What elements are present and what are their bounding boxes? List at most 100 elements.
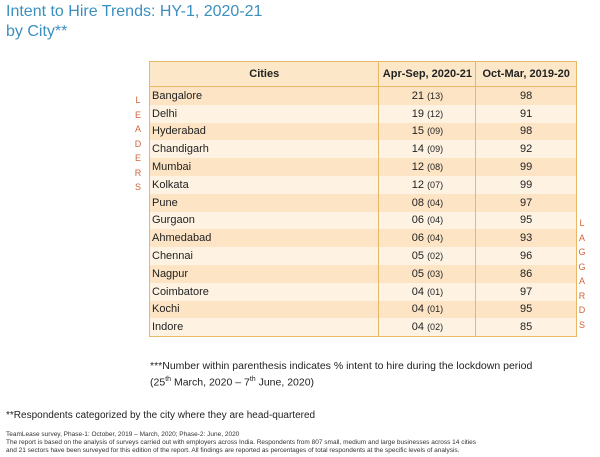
- hy1-value: 12: [411, 178, 424, 191]
- hy1-cell: 06 (04): [378, 211, 477, 230]
- prev-period-cell: 95: [475, 300, 577, 319]
- leaders-letter: E: [134, 153, 141, 163]
- prev-period-cell: 97: [475, 193, 577, 212]
- laggards-letter: A: [578, 276, 585, 286]
- parenthesis-note: ***Number within parenthesis indicates %…: [150, 360, 532, 390]
- lockdown-value: (09): [427, 144, 444, 155]
- lockdown-value: (07): [427, 179, 444, 190]
- header-apr-sep-2020-21: Apr-Sep, 2020-21: [378, 61, 477, 87]
- city-cell: Pune: [148, 193, 380, 212]
- intent-to-hire-table: Cities Apr-Sep, 2020-21 Oct-Mar, 2019-20…: [148, 61, 577, 338]
- laggards-letter: G: [578, 247, 586, 257]
- prev-period-cell: 95: [475, 211, 577, 230]
- parenthesis-note-line-1: ***Number within parenthesis indicates %…: [150, 360, 533, 372]
- source-line-1: TeamLease survey, Phase-1: October, 2019…: [6, 431, 240, 438]
- city-cell: Kochi: [148, 300, 380, 319]
- table-row: Pune 08 (04) 97: [148, 193, 577, 212]
- hy1-cell: 21 (13): [378, 86, 477, 105]
- hy1-value: 05: [411, 267, 424, 280]
- city-cell: Ahmedabad: [148, 229, 380, 248]
- hy1-value: 19: [411, 107, 424, 120]
- table-row: Mumbai 12 (08) 99: [148, 158, 577, 176]
- title-line-1: Intent to Hire Trends: HY-1, 2020-21: [6, 3, 263, 20]
- table-body: Bangalore 21 (13) 98 Delhi 19 (12) 91 Hyderaba…: [148, 86, 577, 338]
- lockdown-value: (04): [427, 215, 444, 226]
- header-cities: Cities: [148, 61, 380, 87]
- hy1-cell: 12 (08): [378, 158, 477, 176]
- lockdown-value: (13): [427, 90, 444, 101]
- hy1-value: 04: [411, 285, 424, 298]
- hy1-cell: 19 (12): [378, 104, 477, 123]
- prev-period-cell: 91: [475, 104, 577, 123]
- table-row: Chennai 05 (02) 96: [148, 247, 577, 265]
- city-cell: Mumbai: [148, 158, 380, 176]
- table-row: Indore 04 (02) 85: [148, 318, 577, 338]
- table-row: Chandigarh 14 (09) 92: [148, 140, 577, 159]
- city-cell: Hyderabad: [148, 122, 380, 141]
- lockdown-value: (08): [427, 162, 444, 173]
- city-cell: Kolkata: [148, 175, 380, 194]
- hy1-value: 06: [411, 232, 424, 245]
- laggards-letter: L: [579, 218, 585, 228]
- prev-period-cell: 98: [475, 122, 577, 141]
- hy1-cell: 05 (03): [378, 264, 477, 283]
- table-row: Nagpur 05 (03) 86: [148, 264, 577, 283]
- laggards-letter: R: [578, 290, 586, 301]
- prev-period-cell: 96: [475, 247, 577, 265]
- parenthesis-note-line-2: (25th March, 2020 – 7th June, 2020): [150, 376, 315, 389]
- hy1-cell: 08 (04): [378, 193, 477, 212]
- city-cell: Coimbatore: [148, 282, 380, 301]
- laggards-letter: S: [578, 319, 585, 330]
- hy1-cell: 06 (04): [378, 229, 477, 248]
- lockdown-value: (09): [427, 126, 444, 137]
- hy1-cell: 04 (01): [378, 282, 477, 301]
- lockdown-value: (02): [427, 251, 444, 262]
- leaders-letter: R: [134, 167, 142, 178]
- prev-period-cell: 92: [475, 140, 577, 159]
- laggards-letter: D: [578, 305, 586, 315]
- prev-period-cell: 86: [475, 264, 577, 283]
- leaders-letter: L: [135, 95, 141, 105]
- city-cell: Bangalore: [148, 86, 380, 105]
- lockdown-value: (03): [427, 268, 444, 279]
- prev-period-cell: 98: [475, 86, 577, 105]
- city-cell: Nagpur: [148, 264, 380, 283]
- hy1-cell: 15 (09): [378, 122, 477, 141]
- hy1-cell: 04 (01): [378, 300, 477, 319]
- hy1-value: 04: [411, 321, 424, 334]
- prev-period-cell: 93: [475, 229, 577, 248]
- hy1-cell: 12 (07): [378, 175, 477, 194]
- lockdown-value: (02): [427, 322, 444, 333]
- hy1-value: 15: [411, 125, 424, 138]
- page-title: Intent to Hire Trends: HY-1, 2020-21 by …: [6, 2, 262, 42]
- lockdown-value: (01): [427, 286, 444, 297]
- city-cell: Delhi: [148, 104, 380, 123]
- respondents-note: **Respondents categorized by the city wh…: [6, 410, 316, 421]
- city-cell: Indore: [148, 318, 380, 338]
- leaders-letter: A: [134, 124, 141, 134]
- hy1-cell: 04 (02): [378, 318, 477, 338]
- lockdown-value: (04): [427, 233, 444, 244]
- source-line-3: and 21 sectors have been surveyed for th…: [6, 447, 460, 454]
- title-line-2: by City**: [6, 23, 68, 40]
- table-row: Hyderabad 15 (09) 98: [148, 122, 577, 141]
- hy1-cell: 05 (02): [378, 247, 477, 265]
- table-row: Bangalore 21 (13) 98: [148, 86, 577, 105]
- lockdown-value: (01): [427, 304, 444, 315]
- leaders-letter: E: [134, 109, 141, 120]
- hy1-value: 12: [411, 161, 424, 174]
- laggards-letter: A: [578, 232, 585, 243]
- hy1-value: 04: [411, 303, 424, 316]
- city-cell: Chandigarh: [148, 140, 380, 159]
- table-row: Delhi 19 (12) 91: [148, 104, 577, 123]
- table-row: Gurgaon 06 (04) 95: [148, 211, 577, 230]
- hy1-value: 21: [411, 89, 424, 102]
- prev-period-cell: 99: [475, 158, 577, 176]
- lockdown-value: (12): [427, 108, 444, 119]
- prev-period-cell: 97: [475, 282, 577, 301]
- source-note: TeamLease survey, Phase-1: October, 2019…: [6, 431, 476, 455]
- hy1-value: 14: [411, 143, 424, 156]
- source-line-2: The report is based on the analysis of s…: [6, 439, 477, 446]
